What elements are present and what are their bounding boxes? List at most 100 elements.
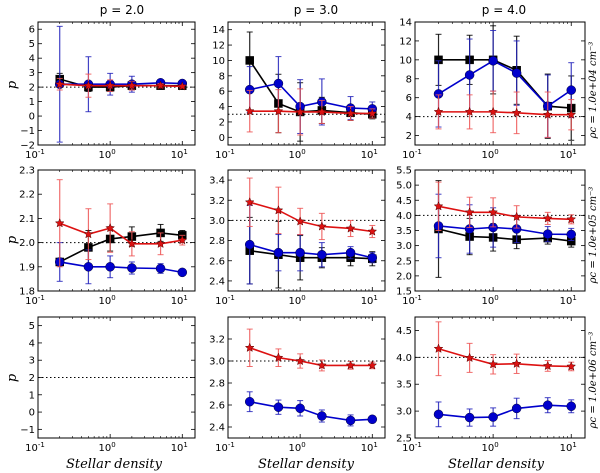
data-point-star [177,235,188,245]
panel-r0-c0: 1 0 -1 100 101 −2 −1 0 1 2 3 4 5 6 [20,21,196,161]
x-axis-label-0: Stellar density [66,457,163,472]
data-point-star [433,106,444,117]
data-point-star [126,80,137,90]
series-blue [433,397,576,428]
x-axis-label-1: Stellar density [258,457,355,472]
x-tick-exponent: -1 [415,294,422,302]
x-tick-exponent: -1 [228,294,235,302]
data-point-circle [295,403,305,414]
x-tick-exponent: -1 [228,441,235,449]
y-tick-label: 4.0 [396,211,412,222]
plot-area [415,317,585,438]
y-tick-label: 2.8 [209,236,225,247]
data-point-star [105,80,116,90]
data-point-star [273,205,284,215]
plot-content [415,180,585,278]
y-tick-label: 1.9 [19,262,35,273]
y-axis-label-row-0: p [5,80,20,89]
data-point-star [464,352,475,363]
data-point-circle [511,68,522,78]
x-tick-exponent: 1 [183,294,187,302]
y-tick-label: 4 [406,112,412,123]
data-point-circle [488,56,498,66]
data-point-circle [345,415,356,426]
y-tick-label: 2.4 [209,276,225,287]
data-point-star [83,80,94,90]
x-axis-label-2: Stellar density [448,457,545,472]
data-point-star [105,222,116,233]
data-point-circle [155,263,166,274]
x-tick-exponent: -1 [415,441,422,449]
data-point-circle [367,414,378,425]
data-point-star [295,106,306,117]
series-red [54,73,188,98]
data-point-star [511,358,522,368]
data-point-star [54,218,65,228]
y-tick-label: 2.1 [19,214,35,225]
data-point-circle [317,411,327,421]
y-tick-label: 8 [406,74,412,85]
data-point-star [244,106,255,116]
data-point-star [83,228,94,239]
x-tick-exponent: 0 [494,441,498,449]
data-point-star [273,106,284,116]
x-tick-label: 101 [560,294,577,307]
x-tick-label: 100 [482,294,499,307]
axes-frame [37,21,196,146]
x-tick-exponent: 1 [373,148,377,156]
y-axis-label-row-2: p [5,373,20,382]
y-tick-label: 1.5 [396,287,412,298]
x-tick-exponent: 1 [373,294,377,302]
data-point-circle [105,262,115,272]
data-point-star [464,106,475,117]
series-red [433,321,577,377]
axes-frame [414,21,586,146]
plot-area [38,317,195,438]
x-tick-exponent: 0 [301,441,305,449]
x-tick-label: 101 [171,441,188,454]
data-point-circle [542,229,553,239]
y-tick-label: 4 [29,338,35,349]
y-tick-label: 14 [399,18,412,29]
y-tick-label: −2 [20,141,35,152]
series-line [249,347,373,367]
data-point-star [273,352,284,362]
y-tick-label: 3.0 [209,216,225,227]
plot-content [415,321,585,428]
data-point-circle [345,247,356,258]
x-tick-label: 101 [560,148,577,161]
data-point-star [488,207,499,217]
y-tick-label: 8 [219,71,225,82]
data-point-circle [244,396,255,407]
y-tick-label: 3.2 [209,335,225,346]
y-tick-label: 3 [29,68,35,79]
data-point-circle [244,239,255,250]
y-tick-label: 2 [29,83,35,94]
y-tick-label: 0 [29,112,35,123]
data-point-star [295,216,306,226]
x-tick-exponent: -1 [38,294,45,302]
data-point-circle [488,412,498,422]
y-tick-label: 2.6 [209,256,225,267]
y-tick-label: 3.4 [209,176,225,187]
x-tick-exponent: 1 [183,148,187,156]
y-tick-label: 2 [29,373,35,384]
plot-content [228,328,385,427]
y-tick-label: 2.0 [19,238,35,249]
x-tick-exponent: 0 [494,148,498,156]
y-tick-label: 5.0 [396,181,412,192]
x-tick-label: 10-1 [215,148,235,161]
plot-area [228,170,385,291]
series-red [433,90,577,138]
column-title-2: p = 4.0 [482,3,526,17]
data-point-circle [127,263,137,273]
y-tick-label: 2.5 [396,256,412,267]
data-point-circle [433,409,444,420]
x-tick-label: 10-1 [402,148,422,161]
y-tick-label: 5 [29,321,35,332]
y-tick-label: 1 [29,390,35,401]
series-blue [244,391,378,427]
data-point-star [566,361,577,371]
